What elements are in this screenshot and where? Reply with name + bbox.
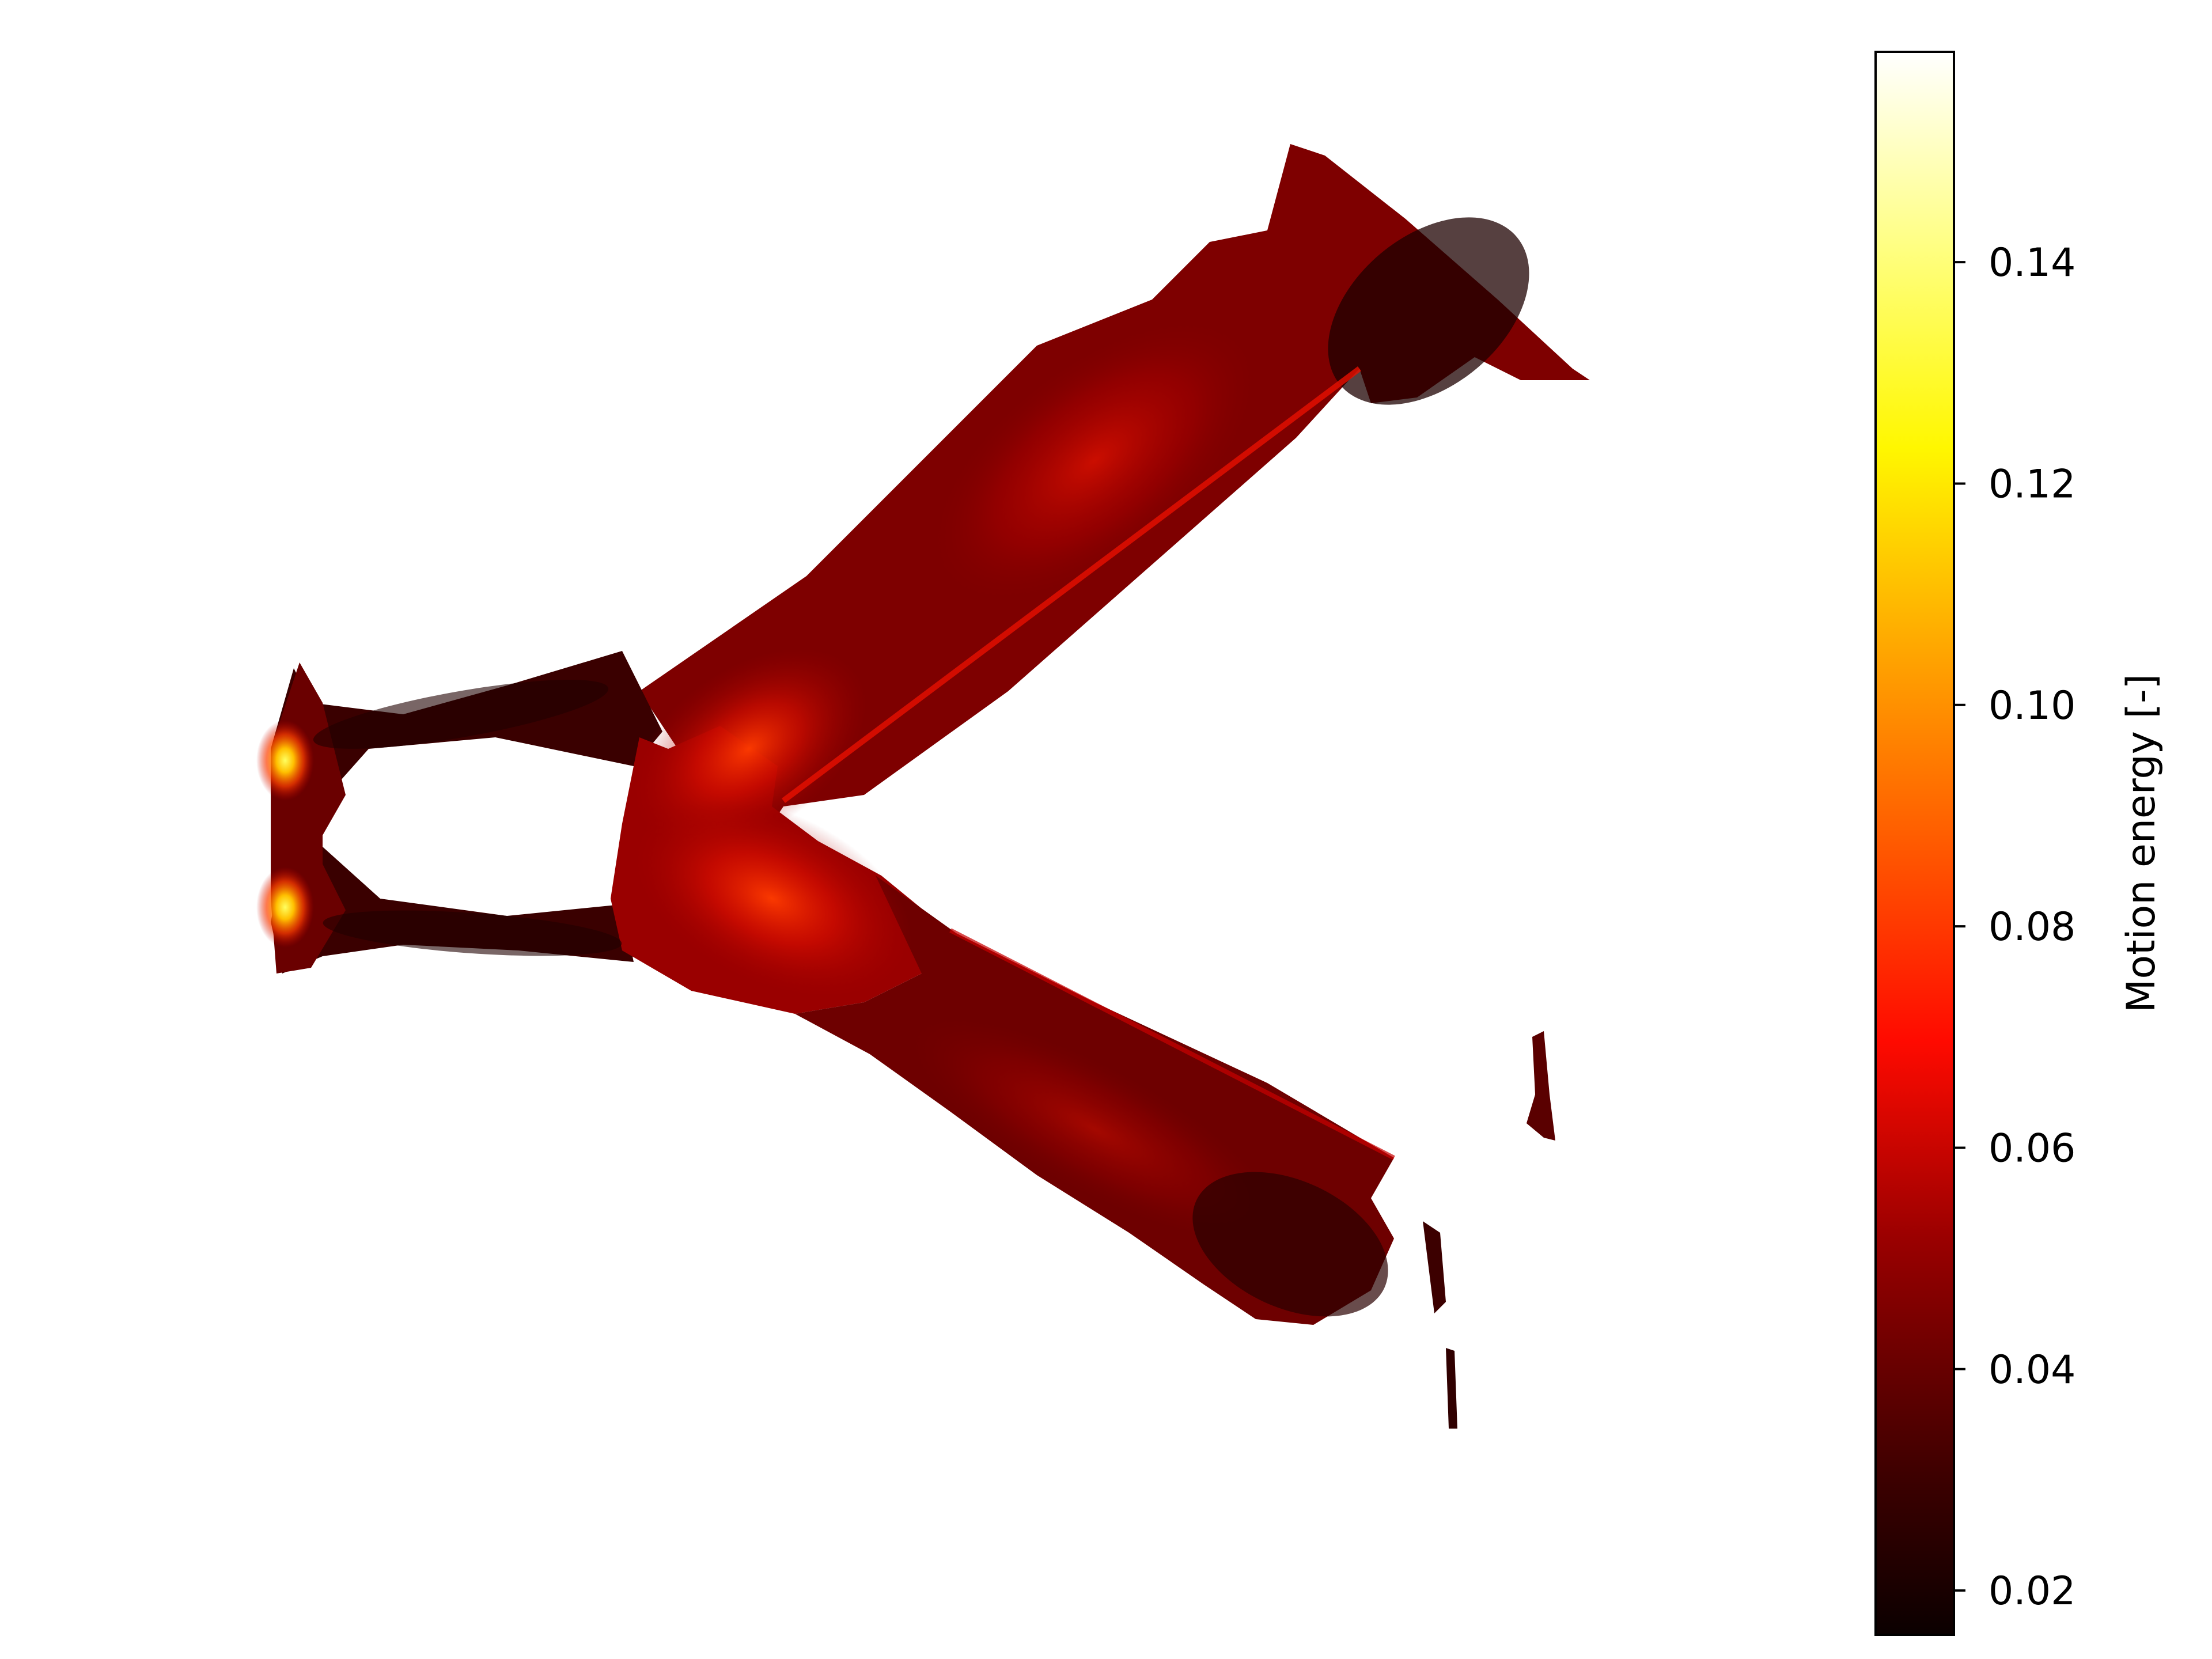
- colorbar-tick-label: 0.08: [1988, 904, 2075, 950]
- colorbar-tick-label: 0.06: [1988, 1126, 2075, 1171]
- isolated-fragment-3: [1446, 1348, 1457, 1429]
- colorbar-tick-label: 0.02: [1988, 1569, 2075, 1614]
- upper-branch-hotspot: [929, 317, 1260, 604]
- upper-tail-dark: [1328, 217, 1529, 405]
- lower-tail-dark: [1192, 1172, 1388, 1317]
- colorbar-tick-label: 0.10: [1988, 683, 2075, 729]
- colorbar-tick-label: 0.14: [1988, 240, 2075, 286]
- isolated-fragment-1: [1527, 1031, 1555, 1141]
- inlet-hotspot-top: [256, 720, 314, 801]
- motion-energy-heatmap: [256, 144, 1590, 1429]
- junction-hotspot-lower: [631, 798, 913, 999]
- isolated-fragment-2: [1423, 1221, 1446, 1313]
- colorbar-label: Motion energy [-]: [2119, 674, 2164, 1013]
- lower-channel-dark: [323, 910, 622, 956]
- upper-branch-rim: [782, 366, 1361, 803]
- inlet-hotspot-bottom: [256, 867, 314, 948]
- lower-branch-rim: [949, 928, 1395, 1160]
- colorbar-ticks: 0.02 0.04 0.06 0.08 0.10 0.12 0.14: [1954, 240, 2075, 1614]
- colorbar-tick-label: 0.12: [1988, 461, 2075, 507]
- lower-branch-warm: [908, 1017, 1281, 1241]
- colorbar: 0.02 0.04 0.06 0.08 0.10 0.12 0.14 Motion ener…: [1874, 51, 2164, 1636]
- colorbar-gradient: [1874, 51, 1955, 1636]
- upper-channel-dark: [313, 680, 609, 749]
- junction-hotspot-upper: [631, 648, 867, 850]
- colorbar-tick-label: 0.04: [1988, 1347, 2075, 1393]
